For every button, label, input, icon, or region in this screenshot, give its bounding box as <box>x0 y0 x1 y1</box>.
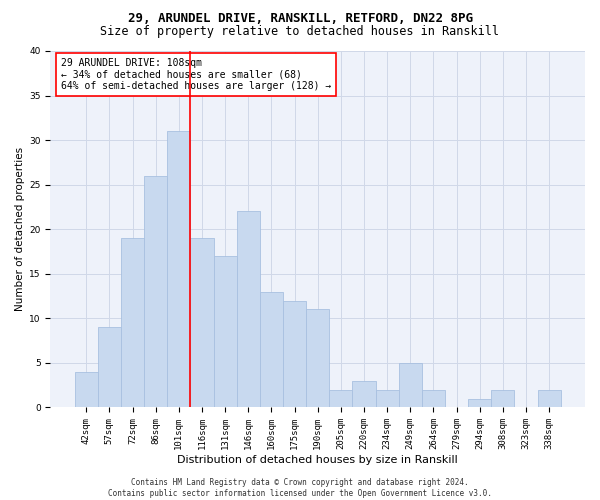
Bar <box>283 300 306 408</box>
Bar <box>260 292 283 408</box>
Bar <box>398 363 422 408</box>
Bar <box>376 390 398 407</box>
Bar <box>190 238 214 408</box>
Bar <box>352 380 376 407</box>
Text: Size of property relative to detached houses in Ranskill: Size of property relative to detached ho… <box>101 25 499 38</box>
Bar <box>167 131 190 407</box>
Bar <box>468 398 491 407</box>
Bar <box>74 372 98 408</box>
Bar <box>491 390 514 407</box>
Bar <box>422 390 445 407</box>
Bar <box>329 390 352 407</box>
Bar <box>236 212 260 408</box>
Bar <box>214 256 236 408</box>
Text: 29, ARUNDEL DRIVE, RANSKILL, RETFORD, DN22 8PG: 29, ARUNDEL DRIVE, RANSKILL, RETFORD, DN… <box>128 12 473 26</box>
X-axis label: Distribution of detached houses by size in Ranskill: Distribution of detached houses by size … <box>178 455 458 465</box>
Y-axis label: Number of detached properties: Number of detached properties <box>15 147 25 312</box>
Bar <box>538 390 560 407</box>
Bar <box>144 176 167 408</box>
Bar <box>98 328 121 407</box>
Text: 29 ARUNDEL DRIVE: 108sqm
← 34% of detached houses are smaller (68)
64% of semi-d: 29 ARUNDEL DRIVE: 108sqm ← 34% of detach… <box>61 58 331 92</box>
Bar <box>121 238 144 408</box>
Bar <box>306 310 329 408</box>
Text: Contains HM Land Registry data © Crown copyright and database right 2024.
Contai: Contains HM Land Registry data © Crown c… <box>108 478 492 498</box>
